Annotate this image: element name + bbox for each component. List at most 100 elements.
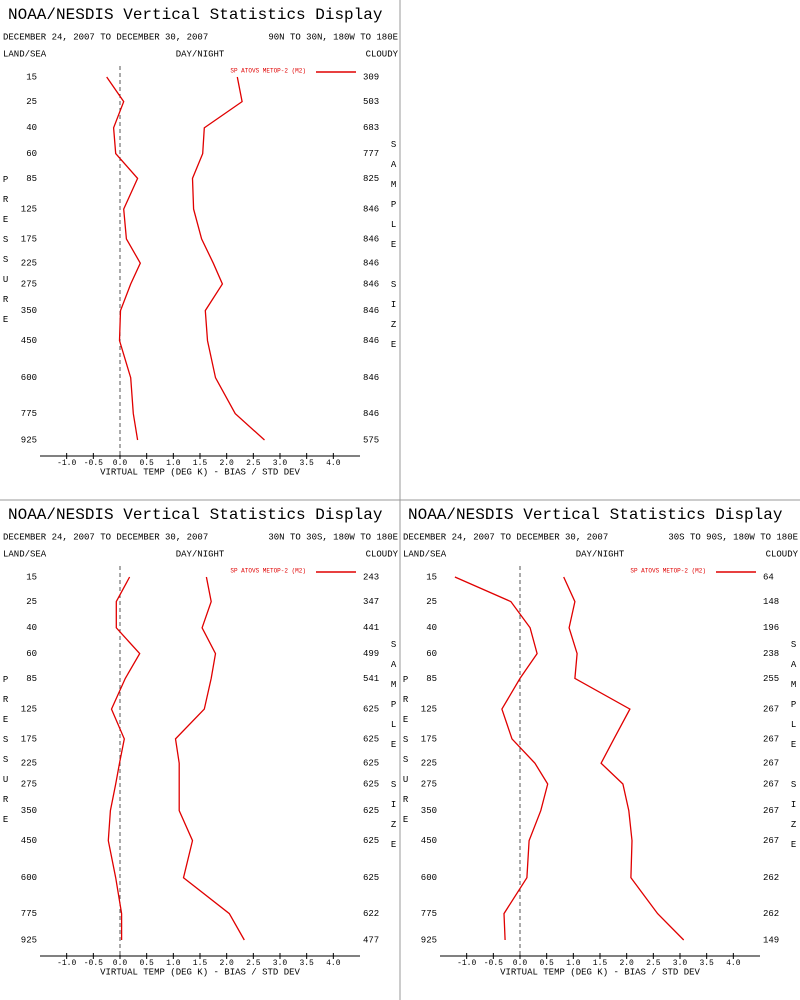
header: CLOUDY (366, 549, 399, 559)
y-tick-label: 925 (21, 435, 37, 445)
y-tick-label: 60 (26, 149, 37, 159)
sample-size: 267 (763, 779, 779, 789)
y-tick-label: 225 (421, 759, 437, 769)
y-tick-label: 85 (426, 674, 437, 684)
profile-line (563, 576, 685, 941)
x-tick-label: 0.0 (113, 459, 128, 468)
sample-size: 625 (363, 806, 379, 816)
x-axis-label: VIRTUAL TEMP (DEG K) - BIAS / STD DEV (100, 467, 300, 477)
x-axis-label: VIRTUAL TEMP (DEG K) - BIAS / STD DEV (500, 967, 700, 977)
y-tick-label: 40 (26, 623, 37, 633)
x-tick-label: -1.0 (57, 959, 76, 968)
x-tick-label: 2.5 (646, 959, 661, 968)
sample-size: 148 (763, 597, 779, 607)
y-tick-label: 25 (26, 97, 37, 107)
x-tick-label: 3.5 (299, 959, 314, 968)
sample-size: 846 (363, 336, 379, 346)
x-tick-label: -1.0 (57, 459, 76, 468)
sample-size: 64 (763, 572, 774, 582)
sample-size: 825 (363, 174, 379, 184)
x-tick-label: 3.0 (673, 959, 688, 968)
header: DAY/NIGHT (176, 549, 225, 559)
sample-size: 846 (363, 234, 379, 244)
x-tick-label: 0.5 (139, 959, 154, 968)
y-tick-label: 450 (421, 836, 437, 846)
panel: NOAA/NESDIS Vertical Statistics Display D… (1, 6, 399, 477)
y-tick-label: 175 (421, 734, 437, 744)
y-tick-label: 775 (421, 909, 437, 919)
sample-size: 575 (363, 435, 379, 445)
profile-line (454, 576, 549, 941)
header: LAND/SEA (3, 49, 47, 59)
y-tick-label: 350 (21, 806, 37, 816)
panel: NOAA/NESDIS Vertical Statistics Display D… (1, 506, 399, 977)
x-tick-label: -0.5 (484, 959, 503, 968)
y-tick-label: 85 (26, 674, 37, 684)
x-tick-label: 3.5 (699, 959, 714, 968)
y-tick-label: 85 (26, 174, 37, 184)
sample-size: 846 (363, 259, 379, 269)
x-axis-label: VIRTUAL TEMP (DEG K) - BIAS / STD DEV (100, 967, 300, 977)
sample-size: 267 (763, 836, 779, 846)
x-tick-label: 3.5 (299, 459, 314, 468)
header: CLOUDY (766, 549, 799, 559)
sample-size: 846 (363, 409, 379, 419)
legend-label: SP ATOVS METOP-2 (M2) (630, 568, 706, 575)
y-tick-label: 350 (21, 306, 37, 316)
region: 30S TO 90S, 180W TO 180E (668, 532, 798, 542)
y-tick-label: 15 (26, 572, 37, 582)
x-tick-label: 3.0 (273, 959, 288, 968)
y2-axis-label: SAMPLE SIZE (389, 140, 399, 360)
sample-size: 625 (363, 873, 379, 883)
x-tick-label: 2.0 (619, 959, 634, 968)
y-tick-label: 175 (21, 734, 37, 744)
chart-title: NOAA/NESDIS Vertical Statistics Display (8, 506, 383, 524)
profile-line (174, 576, 245, 941)
y-tick-label: 60 (426, 649, 437, 659)
y-tick-label: 225 (21, 259, 37, 269)
chart-title: NOAA/NESDIS Vertical Statistics Display (8, 6, 383, 24)
x-tick-label: 2.5 (246, 459, 261, 468)
x-tick-label: 1.0 (566, 959, 581, 968)
y-tick-label: 275 (421, 779, 437, 789)
y-tick-label: 15 (26, 72, 37, 82)
y-tick-label: 350 (421, 806, 437, 816)
y-tick-label: 25 (26, 597, 37, 607)
region: 30N TO 30S, 180W TO 180E (268, 532, 398, 542)
sample-size: 503 (363, 97, 379, 107)
sample-size: 846 (363, 306, 379, 316)
x-tick-label: 2.0 (219, 459, 234, 468)
y-tick-label: 600 (21, 873, 37, 883)
sample-size: 309 (363, 72, 379, 82)
sample-size: 255 (763, 674, 779, 684)
legend-label: SP ATOVS METOP-2 (M2) (230, 68, 306, 75)
subtitle: DECEMBER 24, 2007 TO DECEMBER 30, 2007 (403, 532, 608, 542)
x-tick-label: 4.0 (726, 959, 741, 968)
y-tick-label: 40 (426, 623, 437, 633)
sample-size: 625 (363, 779, 379, 789)
y2-axis-label: SAMPLE SIZE (389, 640, 399, 860)
profile-line (107, 576, 141, 940)
sample-size: 262 (763, 909, 779, 919)
sample-size: 625 (363, 734, 379, 744)
x-tick-label: -1.0 (457, 959, 476, 968)
sample-size: 267 (763, 759, 779, 769)
sample-size: 622 (363, 909, 379, 919)
sample-size: 262 (763, 873, 779, 883)
sample-size: 267 (763, 704, 779, 714)
x-tick-label: 2.0 (219, 959, 234, 968)
y-tick-label: 125 (21, 704, 37, 714)
x-tick-label: 0.5 (139, 459, 154, 468)
x-tick-label: -0.5 (84, 459, 103, 468)
y-tick-label: 925 (421, 935, 437, 945)
x-tick-label: 0.0 (113, 959, 128, 968)
chart-title: NOAA/NESDIS Vertical Statistics Display (408, 506, 783, 524)
y-tick-label: 775 (21, 909, 37, 919)
sample-size: 846 (363, 279, 379, 289)
x-tick-label: 1.5 (593, 959, 608, 968)
sample-size: 846 (363, 373, 379, 383)
y-tick-label: 275 (21, 779, 37, 789)
y-axis-label: PRESSURE (1, 175, 11, 335)
header: LAND/SEA (403, 549, 447, 559)
